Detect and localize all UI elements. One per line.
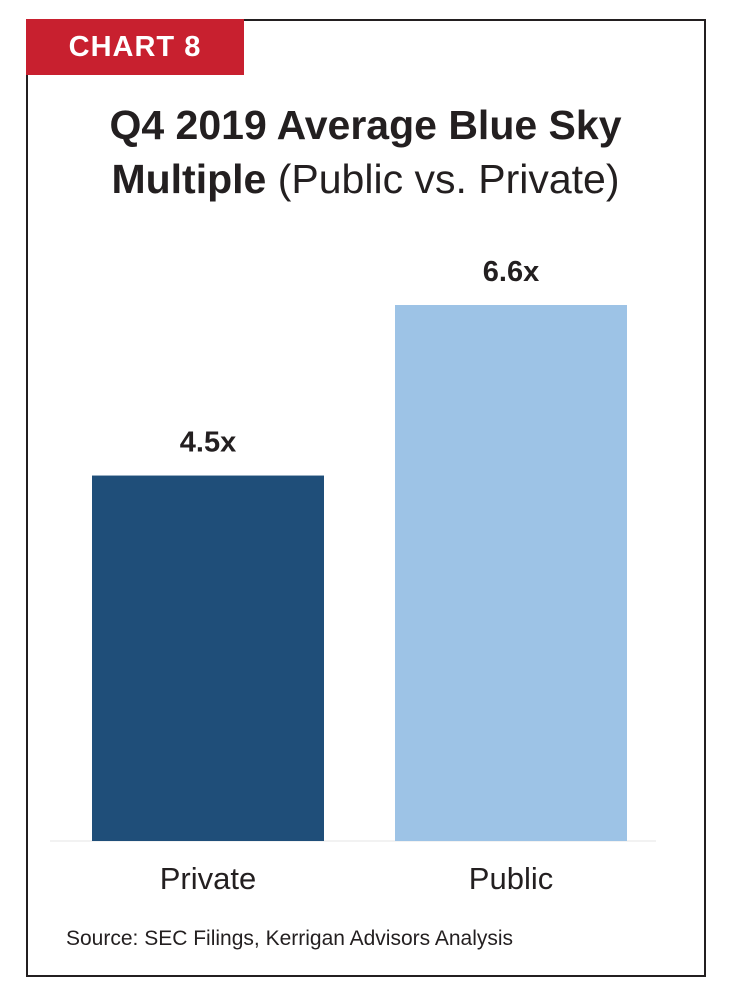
bar-private <box>92 475 324 841</box>
chart-title: Q4 2019 Average Blue Sky Multiple (Publi… <box>40 98 691 206</box>
source-note: Source: SEC Filings, Kerrigan Advisors A… <box>66 927 514 950</box>
x-tick-label-private: Private <box>160 861 256 896</box>
x-tick-label-public: Public <box>469 861 553 896</box>
bars-group: 4.5x Private 6.6x Public <box>92 256 627 896</box>
chart-number-badge: CHART 8 <box>26 19 244 75</box>
data-label-private: 4.5x <box>180 427 236 459</box>
title-bold-line1: Q4 2019 Average Blue Sky <box>109 102 622 148</box>
bar-public <box>395 305 627 841</box>
title-light: (Public vs. Private) <box>277 156 620 202</box>
data-label-public: 6.6x <box>483 256 539 288</box>
title-bold-line2: Multiple <box>111 156 267 202</box>
